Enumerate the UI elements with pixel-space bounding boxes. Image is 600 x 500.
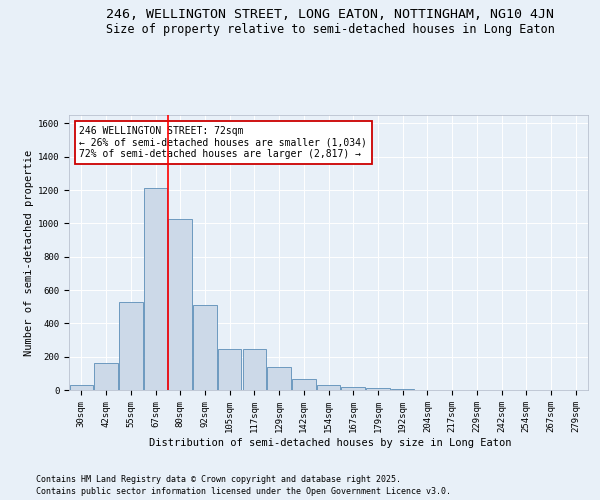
Text: 246, WELLINGTON STREET, LONG EATON, NOTTINGHAM, NG10 4JN: 246, WELLINGTON STREET, LONG EATON, NOTT… (106, 8, 554, 20)
Bar (70, 385, 93, 390)
Bar (391, 389, 415, 390)
Bar (317, 385, 340, 390)
Text: 246 WELLINGTON STREET: 72sqm
← 26% of semi-detached houses are smaller (1,034)
7: 246 WELLINGTON STREET: 72sqm ← 26% of se… (79, 126, 367, 159)
Bar (193, 305, 217, 390)
Bar (169, 219, 192, 390)
Bar (144, 188, 167, 390)
Bar (94, 362, 118, 390)
Text: Contains public sector information licensed under the Open Government Licence v3: Contains public sector information licen… (36, 486, 451, 496)
Bar (268, 366, 291, 390)
Bar (292, 379, 316, 390)
Bar (366, 388, 389, 390)
Bar (218, 349, 241, 390)
Bar (341, 386, 365, 390)
Text: Size of property relative to semi-detached houses in Long Eaton: Size of property relative to semi-detach… (106, 22, 554, 36)
Bar (242, 349, 266, 390)
Bar (119, 302, 143, 390)
Text: Contains HM Land Registry data © Crown copyright and database right 2025.: Contains HM Land Registry data © Crown c… (36, 474, 401, 484)
Text: Distribution of semi-detached houses by size in Long Eaton: Distribution of semi-detached houses by … (149, 438, 511, 448)
Y-axis label: Number of semi-detached propertie: Number of semi-detached propertie (23, 150, 34, 356)
